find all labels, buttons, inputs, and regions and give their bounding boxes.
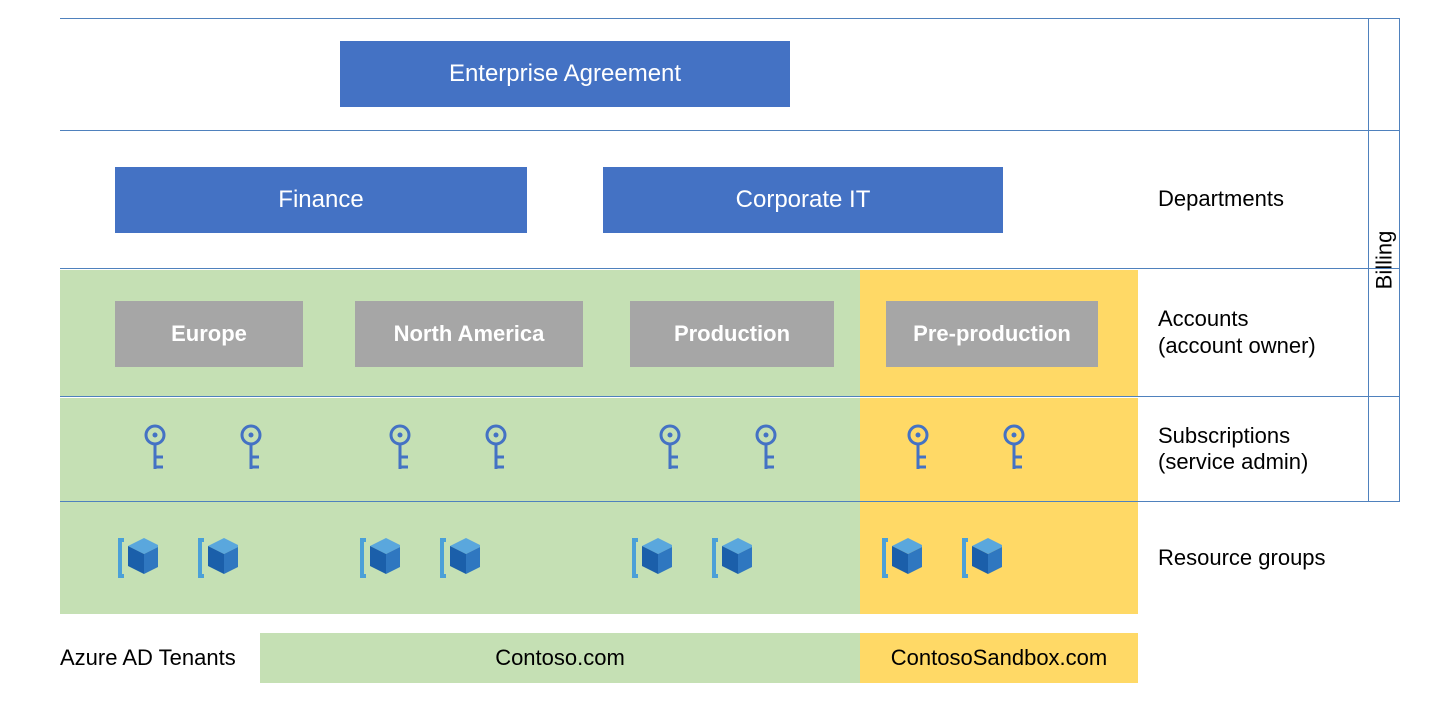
key-icon: [994, 423, 1034, 475]
enterprise-agreement-box: Enterprise Agreement: [340, 41, 790, 107]
rg-pair-na: [360, 532, 480, 584]
account-europe: Europe: [115, 301, 303, 367]
row-enterprise-agreement: Enterprise Agreement: [60, 18, 1400, 130]
subscriptions-label: Subscriptions (service admin): [1138, 423, 1368, 476]
subscriptions-label-line2: (service admin): [1158, 449, 1308, 474]
resource-group-icon: [632, 532, 672, 584]
key-icon: [135, 423, 175, 475]
accounts-label-line2: (account owner): [1158, 333, 1316, 358]
subscription-pair-preprod: [898, 423, 1034, 475]
diagram-canvas: Billing Enterprise Agreement Finance Cor…: [60, 18, 1400, 684]
account-production: Production: [630, 301, 834, 367]
key-icon: [476, 423, 516, 475]
tenant-contoso: Contoso.com: [260, 633, 860, 683]
resource-group-icon: [118, 532, 158, 584]
subscription-pair-prod: [650, 423, 786, 475]
departments-label: Departments: [1138, 186, 1368, 212]
department-corporate-it: Corporate IT: [603, 167, 1003, 233]
rg-pair-prod: [632, 532, 752, 584]
key-icon: [650, 423, 690, 475]
subscription-pair-na: [380, 423, 516, 475]
subscription-pair-europe: [135, 423, 271, 475]
key-icon: [231, 423, 271, 475]
resource-group-icon: [198, 532, 238, 584]
resource-group-icon: [962, 532, 1002, 584]
rg-pair-preprod: [882, 532, 1002, 584]
row-resource-groups: Resource groups: [60, 502, 1400, 614]
resource-group-icon: [360, 532, 400, 584]
department-finance: Finance: [115, 167, 527, 233]
row-tenants: Azure AD Tenants Contoso.com ContosoSand…: [60, 632, 1400, 684]
row-subscriptions: Subscriptions (service admin): [60, 396, 1400, 502]
key-icon: [380, 423, 420, 475]
resource-group-icon: [712, 532, 752, 584]
tenant-contoso-sandbox: ContosoSandbox.com: [860, 633, 1138, 683]
row-departments: Finance Corporate IT Departments: [60, 130, 1400, 268]
key-icon: [746, 423, 786, 475]
accounts-label-line1: Accounts: [1158, 306, 1249, 331]
key-icon: [898, 423, 938, 475]
subscriptions-label-line1: Subscriptions: [1158, 423, 1290, 448]
accounts-label: Accounts (account owner): [1138, 306, 1368, 359]
account-north-america: North America: [355, 301, 583, 367]
resource-group-icon: [440, 532, 480, 584]
row-accounts: Europe North America Production Pre-prod…: [60, 268, 1400, 396]
resource-group-icon: [882, 532, 922, 584]
rg-pair-europe: [118, 532, 238, 584]
account-pre-production: Pre-production: [886, 301, 1098, 367]
resource-groups-label: Resource groups: [1138, 545, 1368, 571]
tenants-label: Azure AD Tenants: [60, 645, 260, 671]
